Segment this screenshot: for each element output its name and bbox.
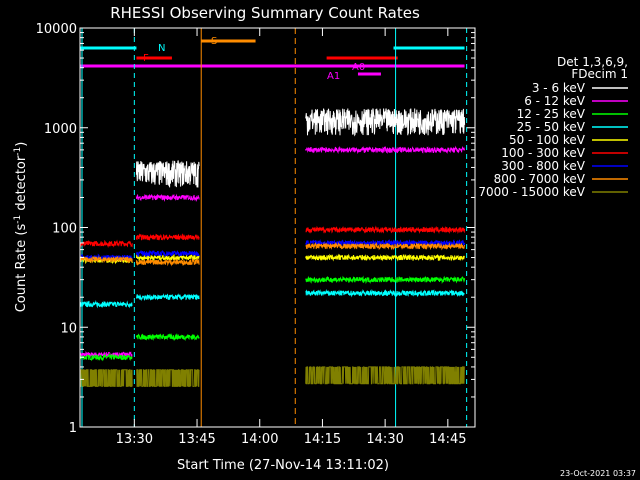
- series-line: [305, 108, 466, 137]
- y-axis-label-sup1: -1: [13, 215, 23, 224]
- axes: 13:30 13:45 14:00 14:15 14:30 14:45 1 10 100 1000…: [36, 22, 476, 447]
- series-line: [135, 233, 200, 241]
- series-line: [79, 352, 133, 362]
- series-line: [79, 255, 133, 264]
- y-tick-label: 1: [69, 421, 77, 436]
- x-tick-label: 14:15: [304, 432, 341, 447]
- y-tick-label: 1000: [44, 122, 77, 137]
- flag-label-s: S: [211, 36, 217, 47]
- series-line: [79, 299, 133, 309]
- y-tick-label: 10: [60, 321, 77, 336]
- flag-label-a0: A0: [352, 62, 365, 73]
- x-axis-label: Start Time (27-Nov-14 13:11:02): [177, 458, 389, 473]
- flag-label-f: F: [143, 53, 149, 64]
- series-line: [305, 275, 466, 285]
- legend-label: 800 - 7000 keV: [494, 172, 586, 186]
- legend-label: 3 - 6 keV: [532, 81, 586, 95]
- y-axis-label-sup2: -1: [13, 147, 23, 156]
- chart-title: RHESSI Observing Summary Count Rates: [110, 4, 420, 22]
- legend-label: 50 - 100 keV: [509, 133, 586, 147]
- x-tick-label: 14:00: [241, 432, 278, 447]
- flag-label-a1: A1: [327, 71, 340, 82]
- legend-label: 7000 - 15000 keV: [478, 185, 585, 199]
- series-line: [135, 193, 200, 202]
- flag-label-n: N: [158, 43, 165, 54]
- series-line: [79, 239, 133, 249]
- x-tick-label: 13:45: [178, 432, 215, 447]
- legend-header-line2: FDecim 1: [571, 67, 628, 81]
- y-tick-label: 10000: [36, 22, 77, 37]
- footer-date: 23-Oct-2021 03:37: [560, 469, 636, 478]
- series-line: [79, 369, 133, 387]
- x-tick-label: 13:30: [116, 432, 153, 447]
- series-line: [135, 332, 200, 342]
- plot-area: NF S A1 A0: [79, 28, 468, 427]
- x-tick-label: 14:45: [429, 432, 466, 447]
- series-line: [135, 160, 200, 188]
- y-axis-label-part3: ): [14, 142, 29, 147]
- series-line: [136, 369, 200, 387]
- series-line: [305, 145, 466, 155]
- series-line: [135, 257, 200, 267]
- series-line: [135, 293, 200, 301]
- y-axis-label-part2: detector: [14, 155, 29, 215]
- y-tick-label: 100: [52, 222, 77, 237]
- x-tick-label: 14:30: [366, 432, 403, 447]
- series-line: [135, 249, 200, 258]
- legend-label: 12 - 25 keV: [517, 107, 586, 121]
- series-line: [305, 253, 465, 262]
- series-line: [135, 253, 200, 262]
- series-line: [79, 350, 133, 360]
- legend-label: 6 - 12 keV: [524, 94, 586, 108]
- series-line: [305, 225, 466, 235]
- legend-label: 25 - 50 keV: [517, 120, 586, 134]
- series-line: [305, 288, 465, 298]
- series-line: [305, 241, 466, 251]
- y-axis-label: Count Rate (s-1 detector-1): [13, 142, 29, 313]
- y-axis-label-part1: Count Rate (s: [14, 224, 29, 313]
- legend-label: 300 - 800 keV: [501, 159, 585, 173]
- legend-header-line1: Det 1,3,6,9,: [557, 55, 628, 69]
- series-line: [305, 366, 465, 385]
- legend-label: 100 - 300 keV: [501, 146, 585, 160]
